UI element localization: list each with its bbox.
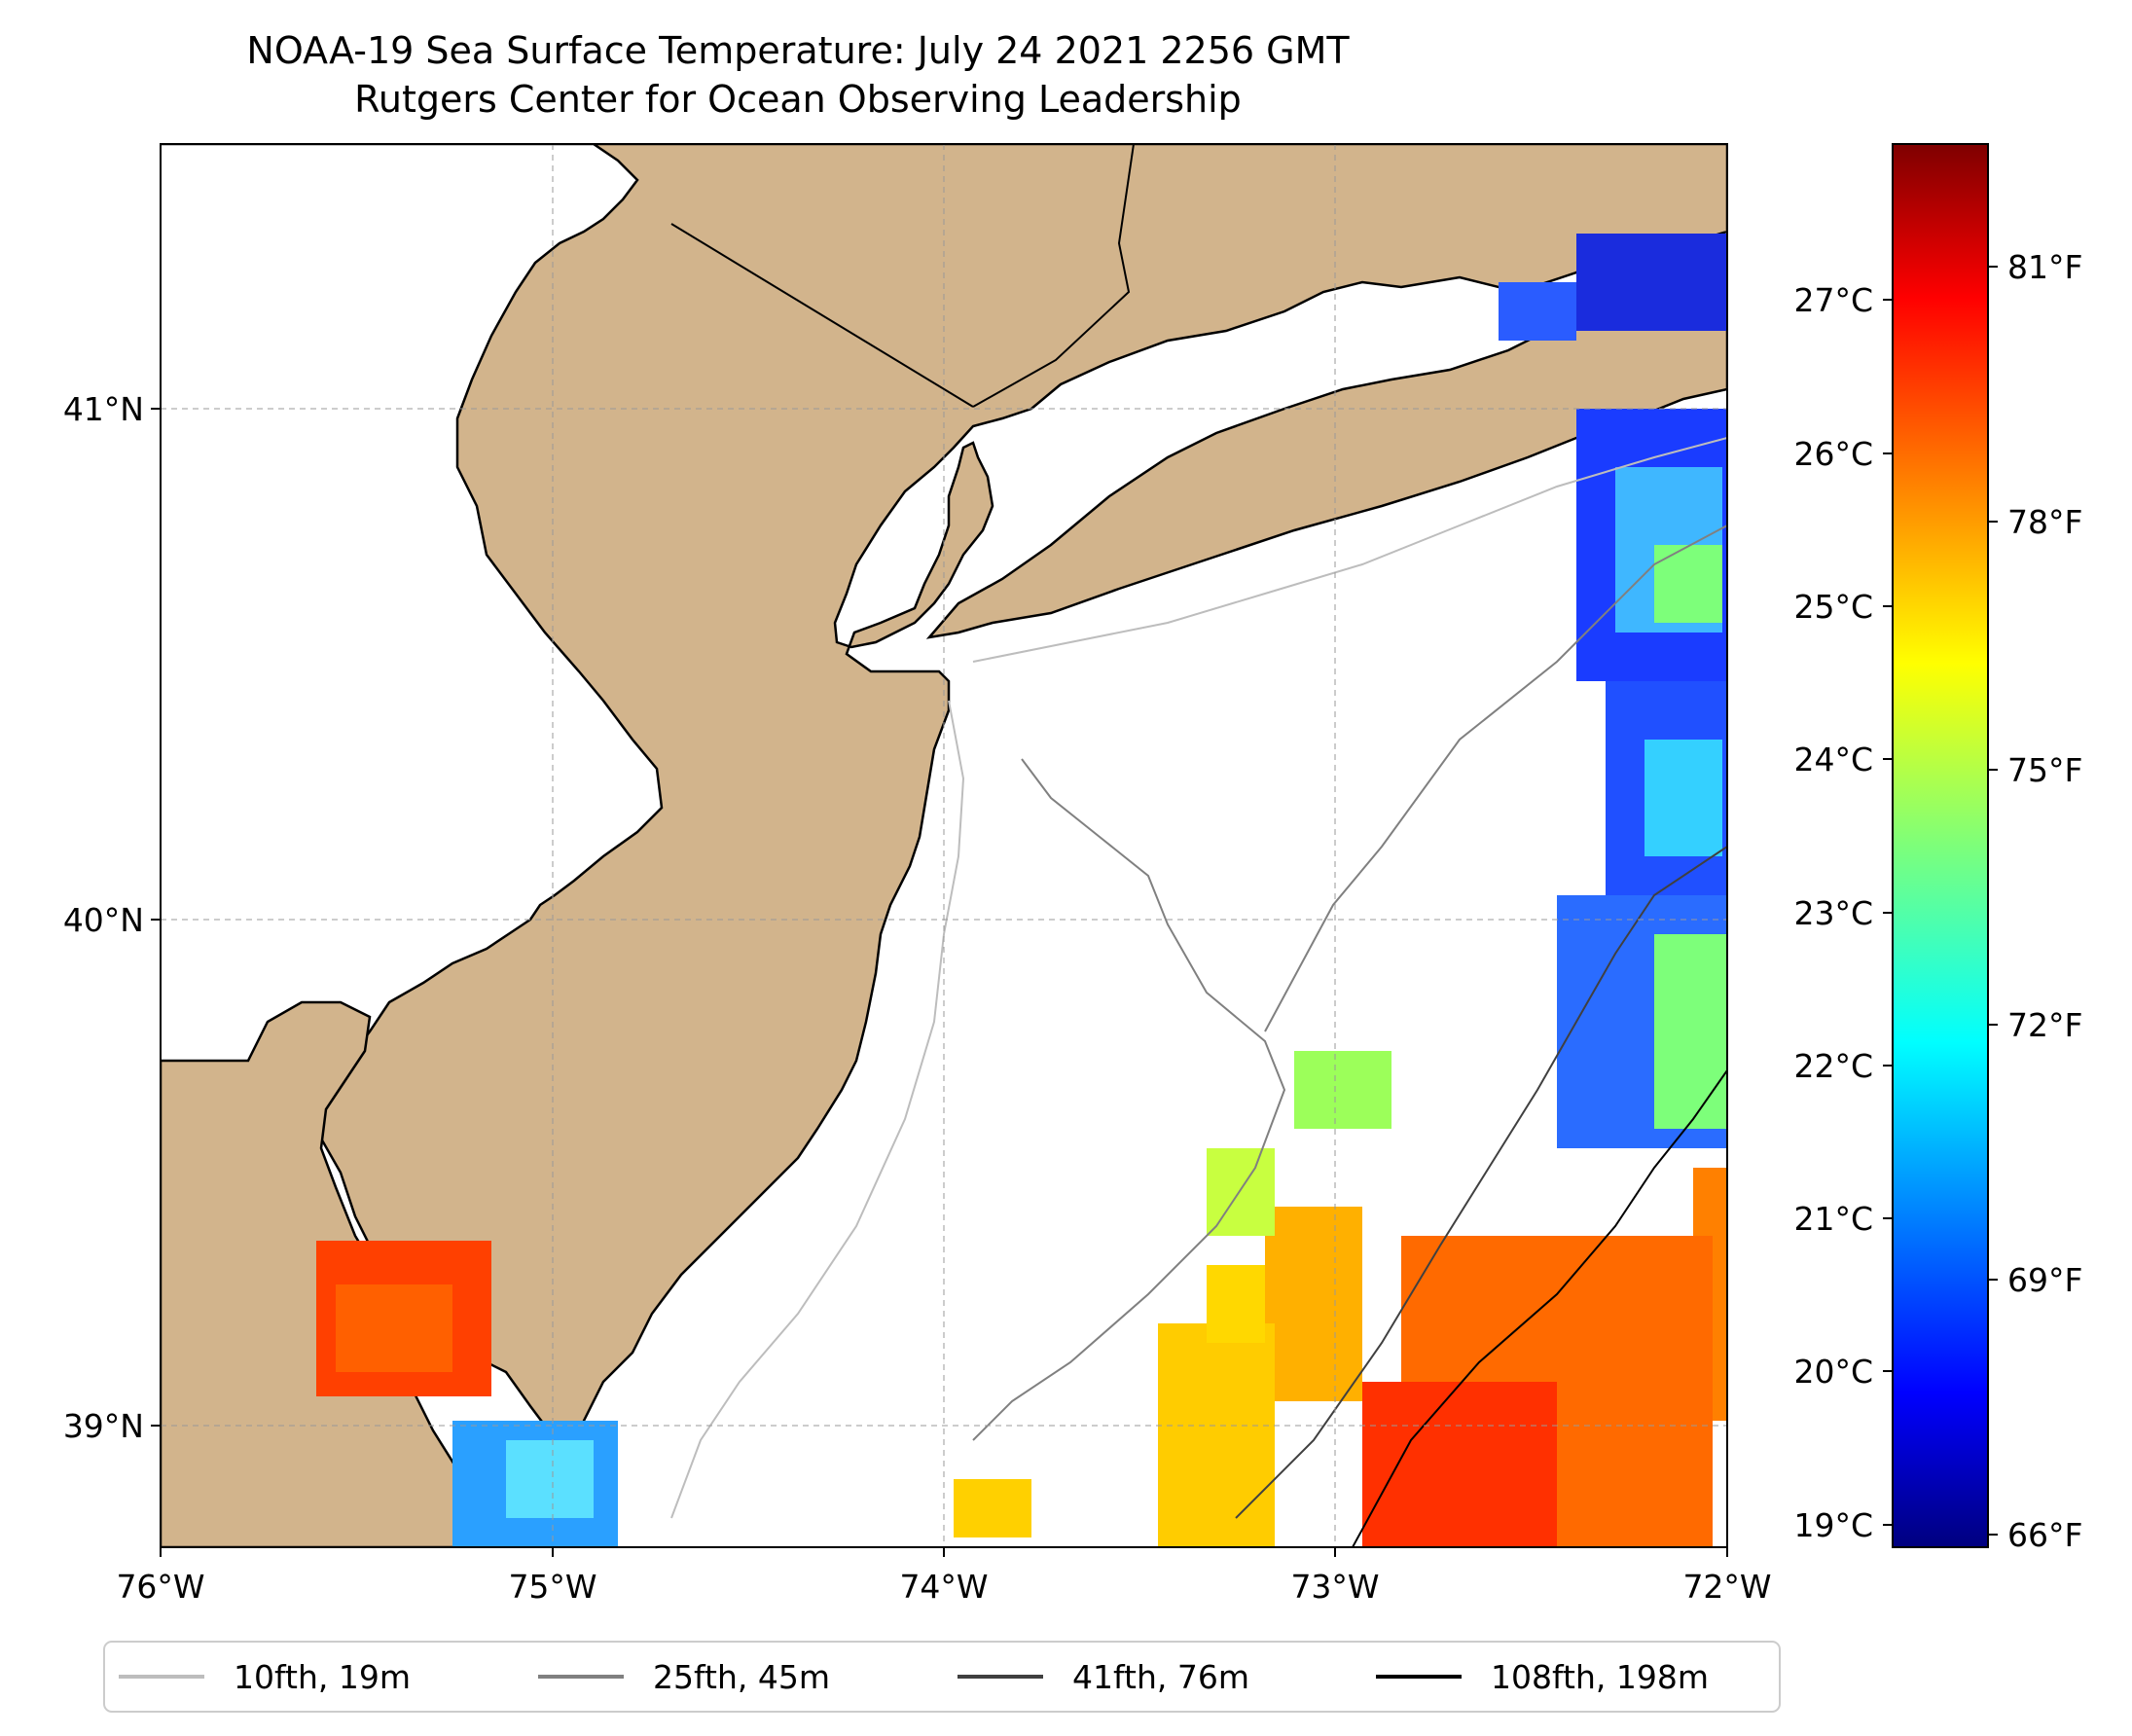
celsius-tick-label: 24°C [1793, 741, 1873, 778]
celsius-tick-label: 27°C [1793, 281, 1873, 319]
lon-tick-label: 73°W [1290, 1568, 1379, 1606]
fahrenheit-tick-label: 75°F [2007, 751, 2082, 789]
fahrenheit-tick-label: 72°F [2007, 1006, 2082, 1044]
lon-tick-label: 74°W [899, 1568, 988, 1606]
contour-legend: 10fth, 19m 25fth, 45m 41fth, 76m 108fth,… [103, 1641, 1781, 1713]
lon-tick-label: 76°W [116, 1568, 204, 1606]
fahrenheit-tick-label: 78°F [2007, 503, 2082, 541]
celsius-ticks [1883, 299, 1893, 1526]
celsius-tick-label: 22°C [1793, 1047, 1873, 1085]
colorbar [1892, 143, 1989, 1548]
land-mainland [161, 144, 1727, 1458]
celsius-tick-label: 25°C [1793, 588, 1873, 626]
map-subtitle: Rutgers Center for Ocean Observing Leade… [354, 78, 1242, 121]
fahrenheit-tick-label: 69°F [2007, 1261, 2082, 1299]
celsius-tick-label: 19°C [1793, 1506, 1873, 1544]
state-border [670, 144, 1135, 408]
axis-ticks [151, 408, 1728, 1557]
celsius-tick-label: 21°C [1793, 1200, 1873, 1238]
fahrenheit-tick-label: 66°F [2007, 1516, 2082, 1554]
celsius-tick-label: 20°C [1793, 1353, 1873, 1391]
contour-41fth [1235, 846, 1727, 1519]
legend-label: 108fth, 198m [1491, 1658, 1709, 1696]
lat-tick-label: 39°N [63, 1407, 144, 1445]
lon-tick-label: 72°W [1682, 1568, 1771, 1606]
legend-label: 41fth, 76m [1072, 1658, 1249, 1696]
contour-25fth [972, 524, 1727, 1441]
sst-data-patches [316, 234, 1727, 1547]
fahrenheit-tick-label: 81°F [2007, 248, 2082, 286]
lat-tick-label: 40°N [63, 901, 144, 939]
legend-label: 10fth, 19m [234, 1658, 411, 1696]
lat-tick-label: 41°N [63, 390, 144, 428]
legend-box [103, 1641, 1781, 1713]
map-grid [161, 144, 1727, 1547]
lon-tick-label: 75°W [508, 1568, 596, 1606]
map-title: NOAA-19 Sea Surface Temperature: July 24… [246, 29, 1350, 72]
fahrenheit-ticks [1988, 266, 1998, 1536]
celsius-tick-label: 23°C [1793, 894, 1873, 932]
contour-108fth [1352, 1069, 1727, 1547]
legend-label: 25fth, 45m [653, 1658, 830, 1696]
contour-10fth [670, 437, 1727, 1519]
celsius-tick-label: 26°C [1793, 435, 1873, 473]
